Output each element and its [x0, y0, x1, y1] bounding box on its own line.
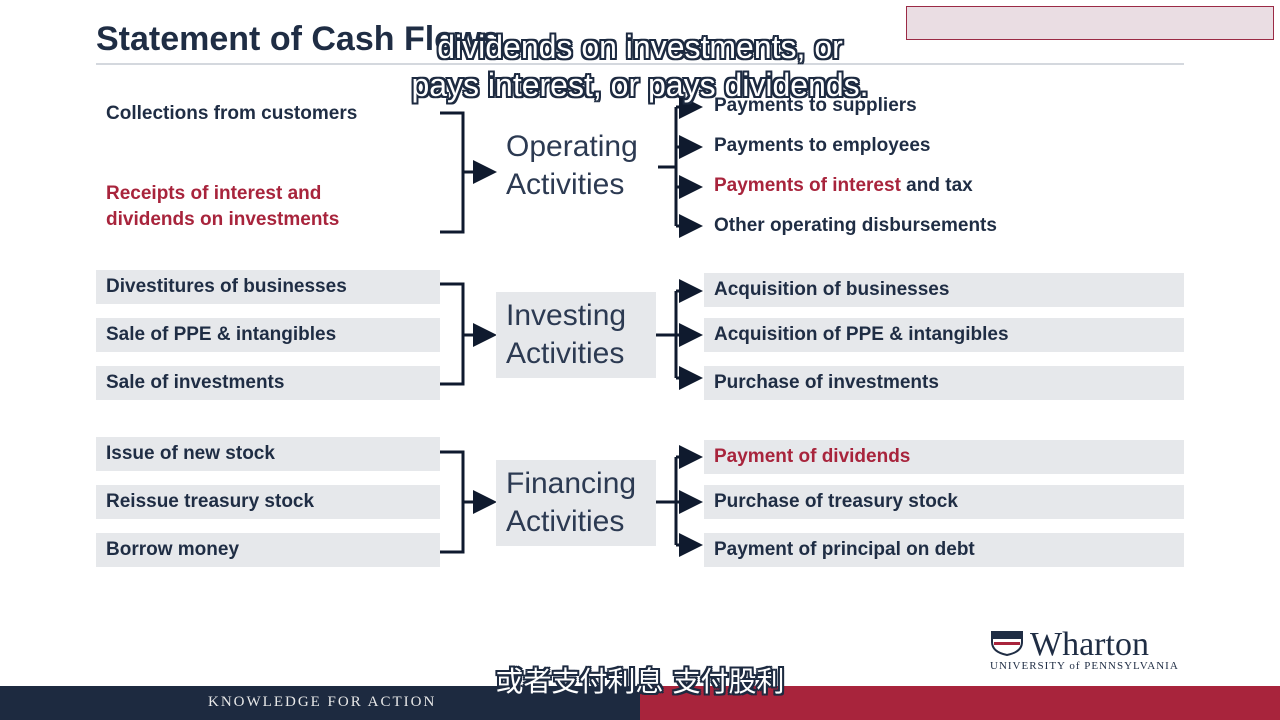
- operating-inflow-receipts-line2: dividends on investments: [106, 209, 340, 230]
- investing-activities-node: Investing Activities: [496, 292, 656, 378]
- caption-line-1: dividends on investments, or: [437, 29, 843, 65]
- investing-outflow-acq-businesses: Acquisition of businesses: [704, 273, 1184, 307]
- operating-inflow-bracket: [440, 111, 465, 234]
- chinese-subtitle: 或者支付利息 支付股利: [495, 665, 785, 698]
- investing-inflow-bracket: [440, 282, 465, 386]
- financing-inflow-issue-stock: Issue of new stock: [96, 437, 440, 471]
- investing-inflow-divestitures: Divestitures of businesses: [96, 270, 440, 304]
- operating-outflow-interest: Payments of interest: [714, 175, 901, 196]
- financing-outflow-treasury: Purchase of treasury stock: [704, 485, 1184, 519]
- operating-outflow-interest-tax: Payments of interest and tax: [704, 172, 1184, 200]
- footer-bar-navy: [0, 686, 640, 720]
- caption-line-2: pays interest, or pays dividends.: [411, 67, 869, 103]
- operating-center-line1: Operating: [506, 130, 638, 163]
- investing-inflow-sale-investments: Sale of investments: [96, 366, 440, 400]
- financing-center-line1: Financing: [506, 467, 637, 500]
- financing-outflow-dividends: Payment of dividends: [704, 440, 1184, 474]
- financing-inflow-borrow: Borrow money: [96, 533, 440, 567]
- operating-inflow-collections: Collections from customers: [106, 103, 358, 124]
- operating-outflow-employees: Payments to employees: [714, 135, 931, 156]
- investing-outflow-acq-ppe: Acquisition of PPE & intangibles: [704, 318, 1184, 352]
- title-rule: [96, 63, 1184, 65]
- top-right-banner: [906, 6, 1274, 40]
- operating-center-line2: Activities: [506, 168, 625, 201]
- wharton-subtitle: UNIVERSITY of PENNSYLVANIA: [990, 660, 1179, 672]
- penn-shield-icon: [991, 631, 1023, 656]
- footer-tagline: KNOWLEDGE FOR ACTION: [208, 694, 437, 710]
- operating-activities-node: Operating Activities: [496, 124, 656, 208]
- financing-inflow-reissue-treasury: Reissue treasury stock: [96, 485, 440, 519]
- financing-center-line2: Activities: [506, 505, 625, 538]
- financing-activities-node: Financing Activities: [496, 460, 656, 546]
- operating-outflow-other: Other operating disbursements: [714, 215, 997, 236]
- financing-outflow-principal: Payment of principal on debt: [704, 533, 1184, 567]
- investing-inflow-sale-ppe: Sale of PPE & intangibles: [96, 318, 440, 352]
- wharton-wordmark: Wharton: [1030, 626, 1149, 663]
- investing-center-line1: Investing: [506, 299, 627, 332]
- investing-outflow-purchase-investments: Purchase of investments: [704, 366, 1184, 400]
- investing-center-line2: Activities: [506, 337, 625, 370]
- operating-inflow-receipts-line1: Receipts of interest and: [106, 183, 322, 204]
- operating-outflow-suppliers: Payments to suppliers: [714, 95, 917, 116]
- slide-title: Statement of Cash Flows: [96, 20, 501, 58]
- footer-bar-red: [640, 686, 1280, 720]
- operating-outflow-tax: and tax: [900, 175, 973, 196]
- financing-inflow-bracket: [440, 450, 465, 554]
